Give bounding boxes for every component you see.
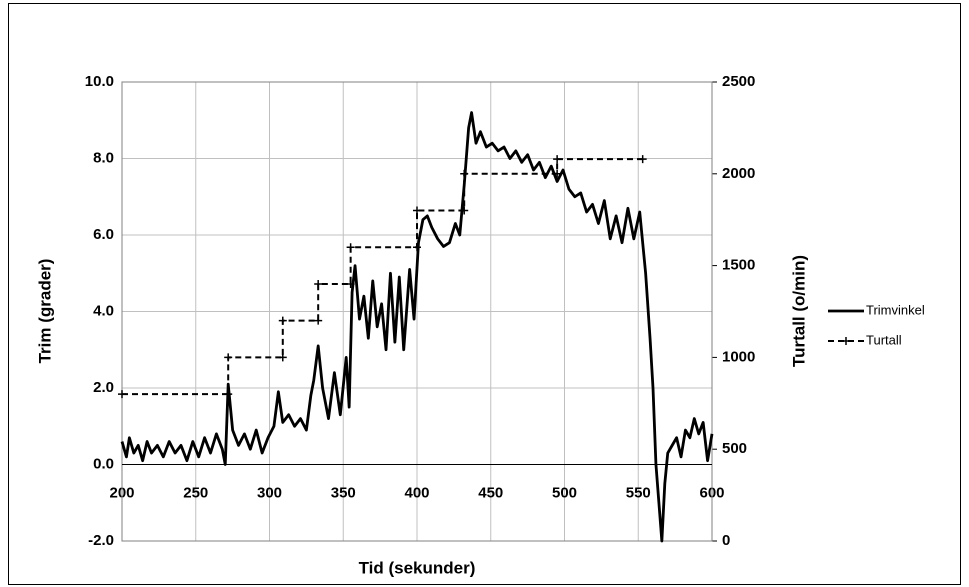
point-marker — [460, 206, 469, 215]
point-marker — [224, 353, 233, 362]
point-marker — [413, 243, 421, 252]
series-line — [120, 111, 714, 543]
x-tick-label: 500 — [552, 484, 577, 501]
y2-tick-label: 0 — [722, 532, 730, 549]
series-line — [122, 158, 643, 396]
y2-tick-label: 500 — [722, 440, 747, 457]
y-tick-label: 0.0 — [93, 455, 114, 472]
y2-axis-title: Turtall (o/min) — [789, 255, 808, 367]
point-marker — [638, 155, 647, 164]
point-marker — [278, 316, 287, 325]
y2-tick-label: 1500 — [722, 257, 755, 274]
y-tick-label: 2.0 — [93, 379, 114, 396]
legend-marker — [842, 337, 850, 345]
point-marker — [224, 390, 233, 399]
y-tick-label: 10.0 — [85, 73, 114, 90]
point-marker — [278, 353, 287, 362]
point-marker — [346, 243, 355, 252]
y2-tick-label: 2000 — [722, 165, 755, 182]
chart-frame — [8, 3, 961, 585]
y-tick-label: -2.0 — [88, 532, 114, 549]
y-tick-label: 4.0 — [93, 302, 114, 319]
point-marker — [314, 316, 323, 325]
point-marker — [118, 390, 126, 399]
x-axis-title: Tid (sekunder) — [359, 558, 476, 577]
x-tick-label: 250 — [183, 484, 208, 501]
plot-border — [121, 81, 713, 542]
point-marker — [553, 169, 562, 178]
legend-label: Turtall — [866, 332, 902, 347]
x-tick-label: 400 — [404, 484, 429, 501]
x-tick-label: 550 — [626, 484, 651, 501]
y-tick-label: 8.0 — [93, 149, 114, 166]
point-marker — [553, 155, 562, 164]
point-marker — [314, 279, 323, 288]
y2-tick-label: 1000 — [722, 348, 755, 365]
point-marker — [346, 279, 355, 288]
legend-label: Trimvinkel — [866, 302, 925, 317]
y-axis-title: Trim (grader) — [35, 259, 54, 364]
y-tick-label: 6.0 — [93, 226, 114, 243]
y2-tick-label: 2500 — [722, 73, 755, 90]
x-tick-label: 300 — [257, 484, 282, 501]
point-marker — [413, 206, 421, 215]
x-tick-label: 450 — [478, 484, 503, 501]
point-marker — [460, 169, 469, 178]
x-tick-label: 350 — [331, 484, 356, 501]
